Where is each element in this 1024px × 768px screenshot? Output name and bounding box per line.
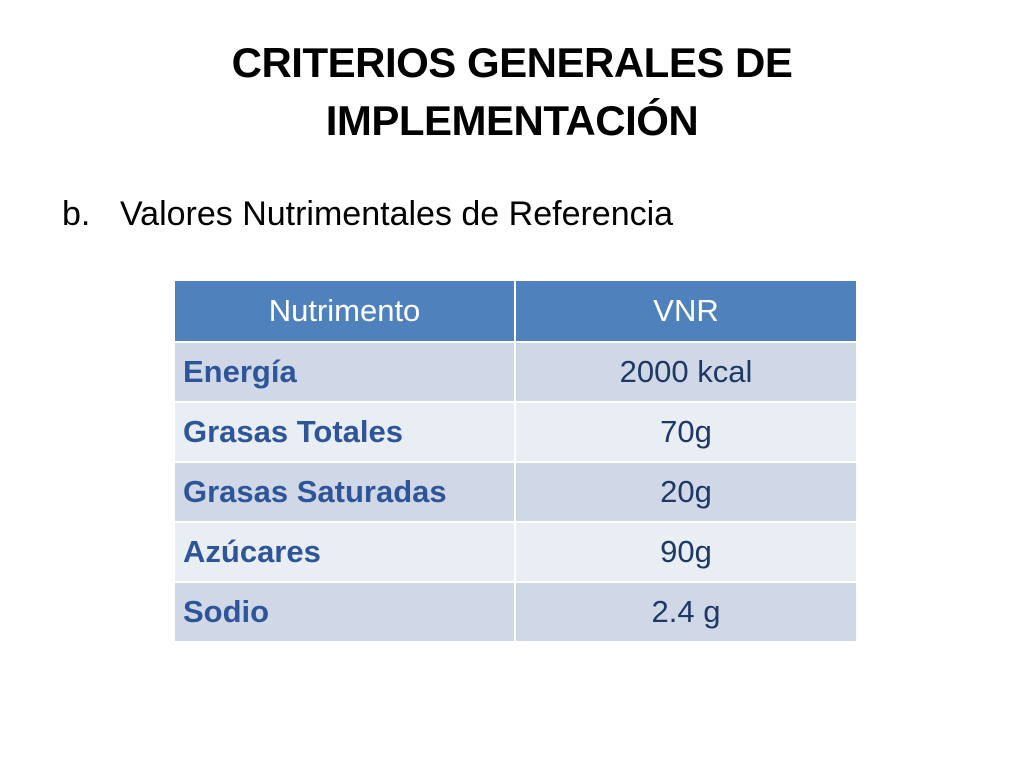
- cell-nutrient-name: Energía: [173, 341, 516, 403]
- table-row: Grasas Saturadas 20g: [173, 461, 858, 523]
- cell-vnr-value: 70g: [514, 401, 858, 463]
- cell-nutrient-name: Sodio: [173, 581, 516, 643]
- cell-vnr-value: 2000 kcal: [514, 341, 858, 403]
- table-row: Sodio 2.4 g: [173, 581, 858, 643]
- slide-title-line-2: IMPLEMENTACIÓN: [325, 97, 699, 144]
- slide-title-line-1: CRITERIOS GENERALES DE: [231, 39, 793, 86]
- bullet-item: b. Valores Nutrimentales de Referencia: [62, 192, 673, 236]
- table-header-row: Nutrimento VNR: [173, 279, 858, 343]
- table-row: Azúcares 90g: [173, 521, 858, 583]
- cell-nutrient-name: Grasas Totales: [173, 401, 516, 463]
- cell-vnr-value: 2.4 g: [514, 581, 858, 643]
- cell-nutrient-name: Azúcares: [173, 521, 516, 583]
- header-vnr: VNR: [514, 279, 858, 343]
- table-row: Energía 2000 kcal: [173, 341, 858, 403]
- bullet-marker: b.: [62, 195, 91, 233]
- cell-vnr-value: 20g: [514, 461, 858, 523]
- cell-nutrient-name: Grasas Saturadas: [173, 461, 516, 523]
- header-nutrimento: Nutrimento: [173, 279, 516, 343]
- vnr-table: Nutrimento VNR Energía 2000 kcal Grasas …: [173, 279, 858, 643]
- table-row: Grasas Totales 70g: [173, 401, 858, 463]
- bullet-text: Valores Nutrimentales de Referencia: [120, 195, 674, 233]
- vnr-table-container: Nutrimento VNR Energía 2000 kcal Grasas …: [173, 279, 858, 643]
- slide-title: CRITERIOS GENERALES DE IMPLEMENTACIÓN: [60, 34, 964, 150]
- cell-vnr-value: 90g: [514, 521, 858, 583]
